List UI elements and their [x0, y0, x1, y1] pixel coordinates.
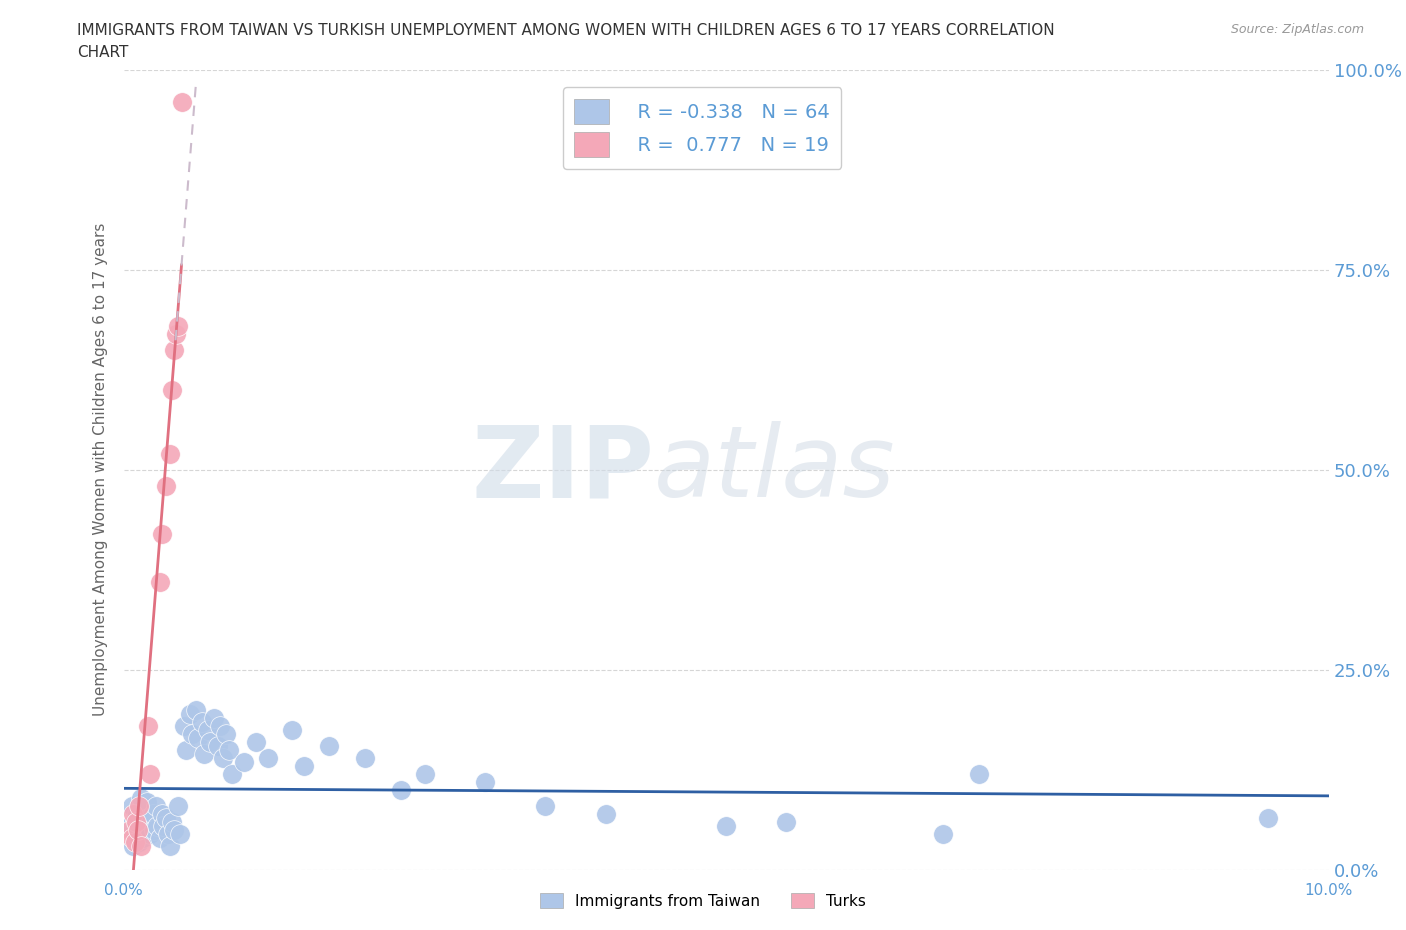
Point — [714, 818, 737, 833]
Point — [159, 446, 181, 461]
Point — [193, 746, 215, 761]
Point — [218, 742, 240, 757]
Point — [163, 342, 186, 357]
Point — [125, 826, 148, 841]
Point — [200, 734, 222, 749]
Point — [128, 798, 150, 813]
Point — [173, 718, 195, 733]
Point — [134, 802, 156, 817]
Y-axis label: Unemployment Among Women with Children Ages 6 to 17 years: Unemployment Among Women with Children A… — [93, 223, 108, 716]
Point — [124, 814, 146, 829]
Text: CHART: CHART — [77, 45, 129, 60]
Point — [155, 810, 177, 825]
Point — [191, 714, 214, 729]
Point — [149, 830, 172, 845]
Point — [127, 822, 149, 837]
Point — [132, 830, 155, 845]
Point — [318, 738, 340, 753]
Point — [211, 751, 233, 765]
Text: 10.0%: 10.0% — [1305, 883, 1353, 897]
Point — [128, 834, 150, 849]
Text: atlas: atlas — [654, 421, 896, 518]
Point — [139, 826, 162, 841]
Point — [932, 826, 955, 841]
Text: ZIP: ZIP — [471, 421, 654, 518]
Legend:   R = -0.338   N = 64,   R =  0.777   N = 19: R = -0.338 N = 64, R = 0.777 N = 19 — [562, 87, 841, 168]
Point — [125, 806, 148, 821]
Point — [157, 826, 180, 841]
Point — [167, 318, 190, 333]
Text: Source: ZipAtlas.com: Source: ZipAtlas.com — [1230, 23, 1364, 36]
Point — [118, 818, 141, 833]
Point — [149, 574, 172, 589]
Point — [181, 726, 204, 741]
Point — [124, 834, 146, 849]
Point — [967, 766, 990, 781]
Point — [187, 730, 209, 745]
Point — [146, 818, 169, 833]
Point — [257, 751, 280, 765]
Point — [142, 806, 165, 821]
Point — [118, 822, 141, 837]
Point — [160, 382, 183, 397]
Point — [176, 742, 198, 757]
Point — [184, 702, 207, 717]
Point — [121, 830, 143, 845]
Text: 0.0%: 0.0% — [104, 883, 143, 897]
Point — [135, 794, 157, 809]
Point — [413, 766, 436, 781]
Point — [294, 758, 316, 773]
Point — [595, 806, 617, 821]
Point — [215, 726, 238, 741]
Point — [207, 738, 229, 753]
Point — [150, 526, 173, 541]
Point — [127, 822, 149, 837]
Point — [202, 711, 225, 725]
Point — [150, 806, 173, 821]
Point — [534, 798, 557, 813]
Point — [122, 838, 145, 853]
Point — [165, 326, 187, 341]
Point — [142, 822, 165, 837]
Point — [136, 718, 159, 733]
Point — [152, 818, 174, 833]
Point — [155, 478, 177, 493]
Point — [179, 706, 201, 721]
Point — [389, 782, 412, 797]
Point — [131, 814, 153, 829]
Point — [163, 822, 186, 837]
Point — [775, 814, 797, 829]
Point — [170, 94, 193, 109]
Point — [139, 766, 162, 781]
Point — [233, 754, 256, 769]
Point — [134, 818, 156, 833]
Point — [159, 838, 181, 853]
Point — [169, 826, 191, 841]
Point — [209, 718, 232, 733]
Point — [245, 734, 267, 749]
Point — [129, 838, 152, 853]
Point — [121, 798, 143, 813]
Point — [122, 806, 145, 821]
Point — [474, 774, 496, 789]
Point — [160, 814, 183, 829]
Point — [129, 790, 152, 805]
Point — [167, 798, 190, 813]
Point — [1257, 810, 1279, 825]
Legend: Immigrants from Taiwan, Turks: Immigrants from Taiwan, Turks — [534, 886, 872, 915]
Point — [145, 798, 167, 813]
Point — [125, 814, 148, 829]
Text: IMMIGRANTS FROM TAIWAN VS TURKISH UNEMPLOYMENT AMONG WOMEN WITH CHILDREN AGES 6 : IMMIGRANTS FROM TAIWAN VS TURKISH UNEMPL… — [77, 23, 1054, 38]
Point — [197, 723, 219, 737]
Point — [221, 766, 243, 781]
Point — [136, 810, 159, 825]
Point — [281, 723, 304, 737]
Point — [353, 751, 375, 765]
